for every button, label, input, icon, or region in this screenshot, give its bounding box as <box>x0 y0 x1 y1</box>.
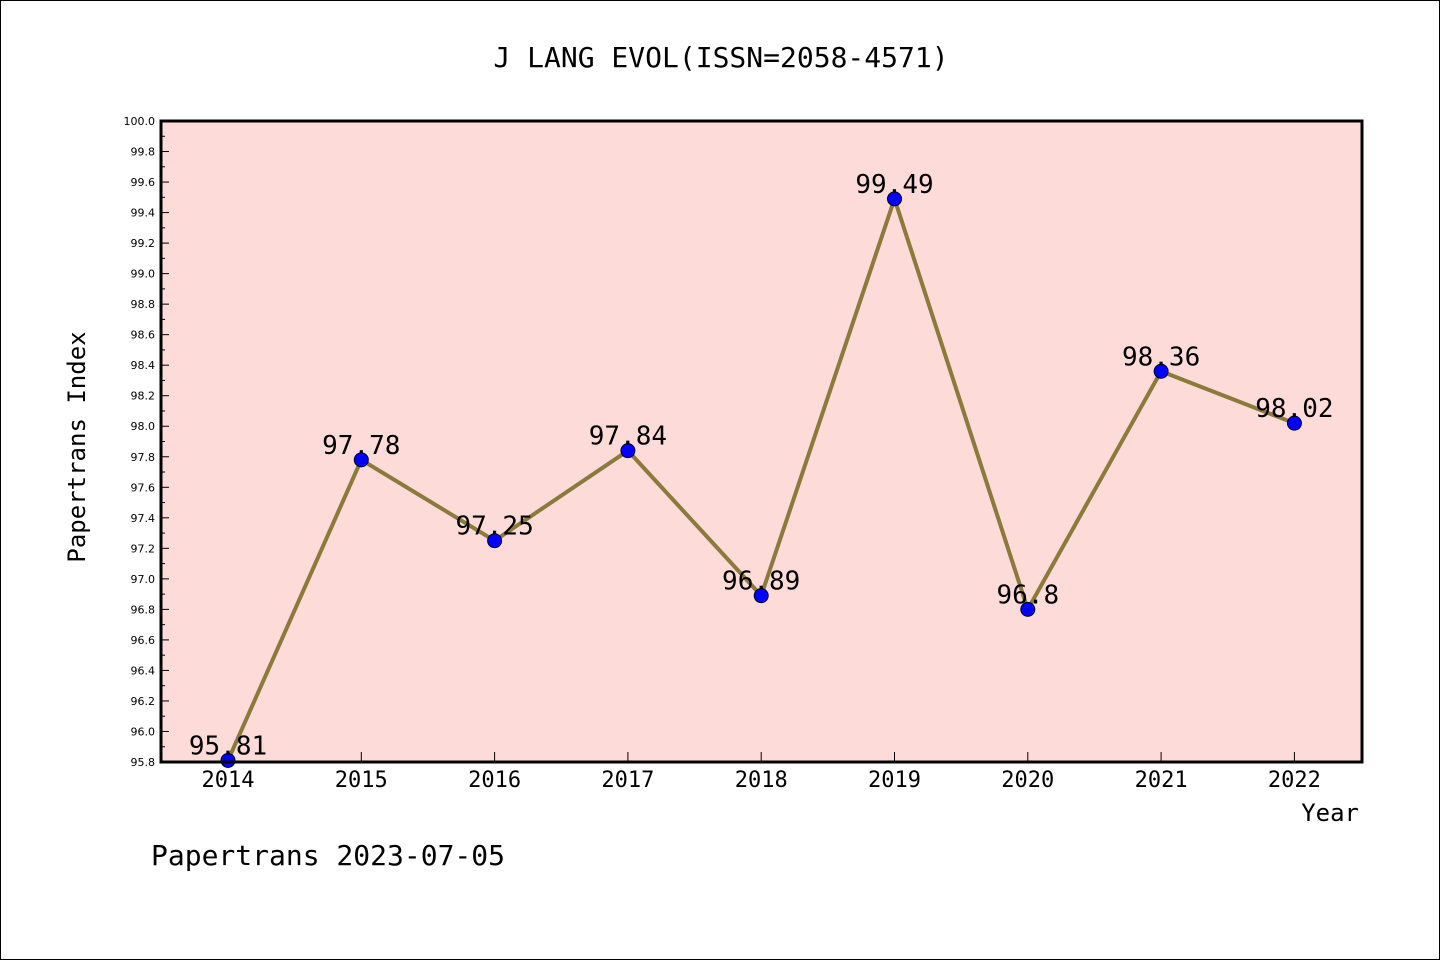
x-tick-label: 2014 <box>202 768 255 793</box>
x-tick-label: 2020 <box>1001 768 1054 793</box>
x-tick-label: 2015 <box>335 768 388 793</box>
chart-title: J LANG EVOL(ISSN=2058-4571) <box>493 41 948 74</box>
series-markers <box>220 191 1302 768</box>
data-point <box>487 533 503 549</box>
data-point <box>887 191 902 207</box>
data-point <box>1286 415 1302 431</box>
x-tick-label: 2022 <box>1268 768 1321 793</box>
data-label: 97.78 <box>322 431 400 461</box>
y-tick-label: 96.2 <box>131 695 156 708</box>
y-tick-label: 98.2 <box>131 390 156 403</box>
y-tick-label: 97.6 <box>131 481 156 494</box>
x-tick-label: 2021 <box>1135 768 1188 793</box>
y-tick-label: 98.6 <box>131 329 156 342</box>
data-label: 97.84 <box>589 422 667 452</box>
data-point <box>753 588 769 604</box>
data-point <box>620 443 636 459</box>
data-label: 95.81 <box>189 731 267 761</box>
data-point <box>1020 601 1036 617</box>
y-tick-label: 98.0 <box>131 420 156 433</box>
x-tick-label: 2018 <box>735 768 788 793</box>
y-tick-label: 95.8 <box>131 756 156 769</box>
footer-date: Papertrans 2023-07-05 <box>151 839 505 872</box>
data-label: 97.25 <box>455 512 533 542</box>
data-label: 99.49 <box>855 170 933 200</box>
data-labels: 95.81 97.78 97.25 97.84 96.89 99.49 96.8 98.36 9… <box>189 170 1334 762</box>
data-label: 96.8 <box>996 580 1059 610</box>
y-tick-label: 98.4 <box>131 359 156 372</box>
data-label: 98.36 <box>1122 342 1200 372</box>
data-label: 98.02 <box>1255 394 1333 424</box>
x-tick-label: 2019 <box>868 768 921 793</box>
x-tick-label: 2017 <box>601 768 654 793</box>
data-point <box>1153 363 1169 379</box>
y-tick-label: 96.4 <box>131 664 156 677</box>
y-tick-label: 96.0 <box>131 725 156 738</box>
y-tick-label: 99.8 <box>131 146 156 159</box>
y-tick-label: 100.0 <box>124 115 156 128</box>
y-axis-ticks: 95.8 96.0 96.2 96.4 96.6 96.8 97.0 97.2 97.4 97.6… <box>124 115 169 769</box>
y-tick-label: 99.0 <box>131 268 156 281</box>
data-point <box>220 752 236 768</box>
data-point <box>353 452 369 468</box>
x-axis-ticks: 2014 2015 2016 2017 2018 2019 2020 2021 2022 <box>202 752 1321 793</box>
y-tick-label: 99.6 <box>131 176 156 189</box>
y-tick-label: 97.4 <box>131 512 156 525</box>
x-tick-label: 2016 <box>468 768 521 793</box>
y-tick-label: 97.0 <box>131 573 156 586</box>
y-tick-label: 98.8 <box>131 298 156 311</box>
y-tick-label: 96.8 <box>131 603 156 616</box>
x-axis-label: Year <box>1301 799 1359 827</box>
y-tick-label: 97.2 <box>131 542 156 555</box>
y-tick-label: 99.4 <box>131 207 156 220</box>
data-label: 96.89 <box>722 567 800 597</box>
y-axis-label: Papertrans Index <box>63 331 91 562</box>
plot-area <box>161 121 1362 762</box>
y-tick-label: 96.6 <box>131 634 156 647</box>
plot-border <box>159 119 1364 764</box>
y-tick-label: 97.8 <box>131 451 156 464</box>
y-tick-label: 99.2 <box>131 237 156 250</box>
